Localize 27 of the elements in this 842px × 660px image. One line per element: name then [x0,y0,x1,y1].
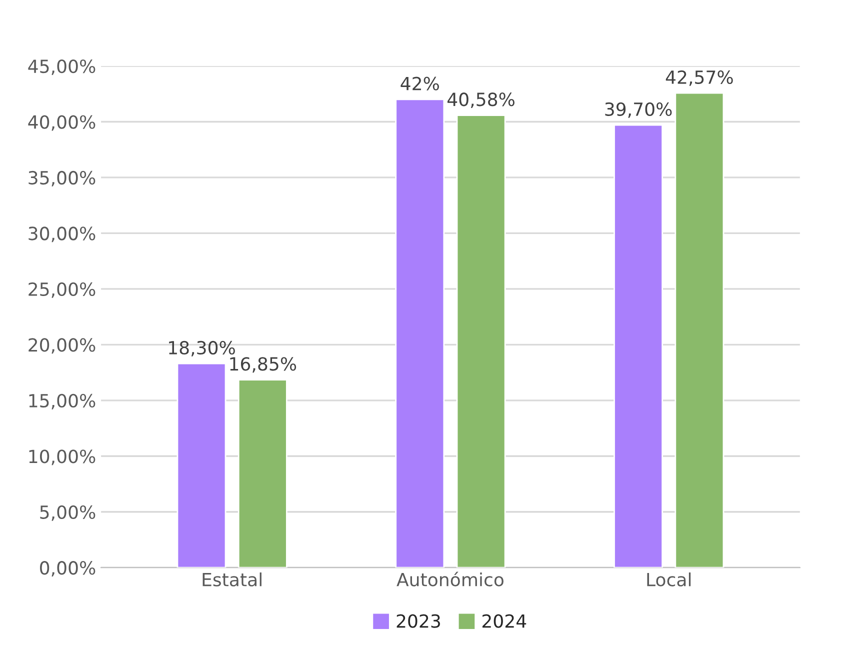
legend-label: 2023 [396,614,440,628]
bar [456,114,506,568]
data-label: 16,85% [230,357,296,373]
data-label: 40,58% [448,92,514,108]
data-label: 39,70% [605,102,672,118]
bar [674,92,724,568]
bar [614,124,664,568]
bar [176,362,226,568]
bar [395,98,445,568]
x-tick-label: Local [647,572,691,586]
x-tick-label: Autonómico [396,572,504,586]
y-tick-label: 30,00% [28,226,96,242]
y-tick-label: 15,00% [29,394,96,410]
y-tick-label: 45,00% [28,59,96,75]
data-label: 42% [400,76,439,90]
y-tick-label: 20,00% [28,338,96,354]
y-tick-label: 5,00% [40,505,96,521]
data-label: 18,30% [169,340,235,356]
x-tick-label: Estatal [202,572,262,586]
bar [238,379,288,568]
y-tick-label: 25,00% [28,282,96,298]
y-tick-label: 35,00% [28,170,96,186]
y-tick-label: 0,00% [40,561,96,577]
y-tick-label: 40,00% [28,115,96,131]
y-tick-label: 10,00% [29,450,96,466]
data-label: 42,57% [666,70,733,86]
legend-label: 2024 [482,614,526,628]
